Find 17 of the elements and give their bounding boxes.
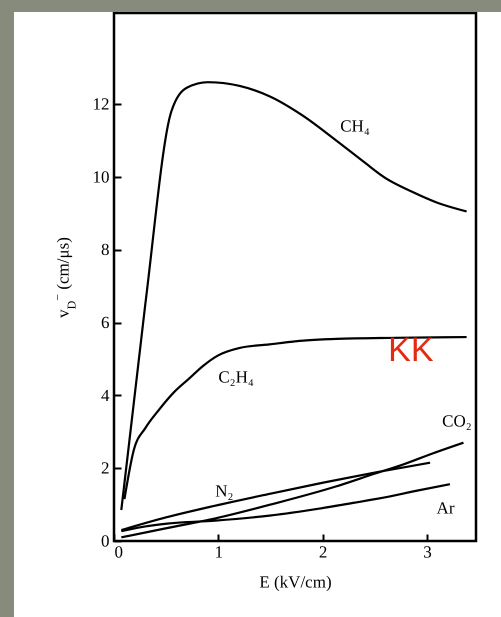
y-tick-label: 8 (101, 240, 110, 260)
x-tick-label: 1 (214, 542, 224, 562)
annotation: KK (388, 330, 434, 369)
y-tick-label: 6 (101, 313, 110, 332)
y-tick-label: 2 (101, 458, 110, 478)
series-label: CH₄ (340, 116, 370, 136)
series-label: C₂H₄ (218, 367, 254, 386)
series-label: Ar (436, 498, 455, 518)
x-tick-label: 2 (318, 542, 328, 562)
x-axis-title: E (kV/cm) (259, 572, 332, 592)
y-tick-label: 4 (101, 386, 110, 405)
y-tick-label: 10 (92, 167, 110, 186)
series-label: CO₂ (442, 412, 472, 431)
x-tick-label: 0 (114, 542, 123, 562)
y-tick-label: 12 (92, 94, 110, 114)
x-tick-label: 3 (423, 542, 432, 562)
series-label: N₂ (215, 482, 234, 501)
